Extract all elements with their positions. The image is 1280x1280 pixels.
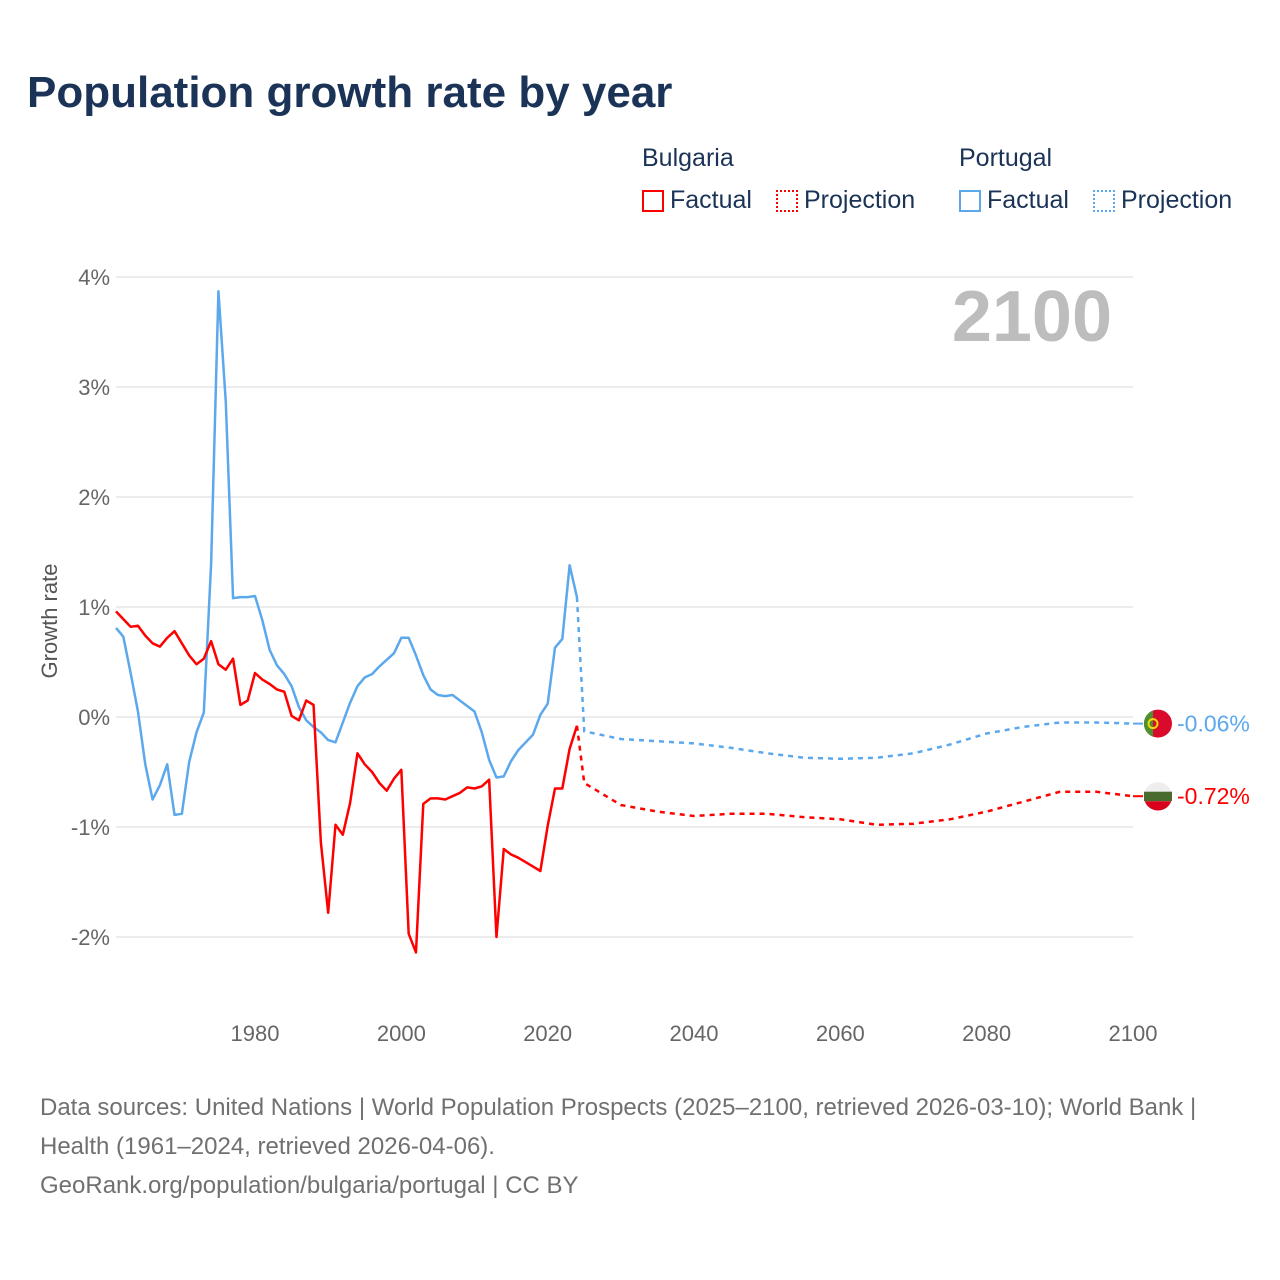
- chart-title: Population growth rate by year: [27, 68, 673, 117]
- x-tick-label: 2060: [816, 1021, 865, 1046]
- legend-label: Projection: [804, 186, 916, 214]
- credit-link[interactable]: GeoRank.org/population/bulgaria/portugal…: [40, 1172, 579, 1199]
- legend-item-portugal-factual[interactable]: Factual: [959, 186, 1069, 215]
- y-axis-label: Growth rate: [37, 563, 62, 679]
- end-value-label: -0.06%: [1177, 711, 1250, 737]
- bulgaria-flag-icon-green: [1144, 791, 1172, 802]
- legend-item-bulgaria-factual[interactable]: Factual: [642, 186, 752, 215]
- x-tick-label: 2000: [377, 1021, 426, 1046]
- legend-group-portugal: Portugal: [959, 144, 1053, 172]
- y-tick-label: 1%: [78, 595, 110, 620]
- bulgaria-flag-icon-red: [1144, 801, 1172, 811]
- x-tick-label: 2080: [962, 1021, 1011, 1046]
- y-tick-label: -1%: [71, 815, 110, 840]
- legend-label: Factual: [670, 186, 752, 214]
- end-value-label: -0.72%: [1177, 783, 1250, 809]
- x-tick-label: 1980: [231, 1021, 280, 1046]
- y-tick-label: -2%: [71, 925, 110, 950]
- legend-swatch-solid-blue: [959, 189, 981, 212]
- y-tick-label: 2%: [78, 485, 110, 510]
- legend-swatch-dotted-red: [776, 189, 798, 212]
- legend-group-bulgaria: Bulgaria: [642, 144, 734, 172]
- legend-item-bulgaria-projection[interactable]: Projection: [776, 186, 915, 215]
- y-tick-label: 3%: [78, 375, 110, 400]
- x-tick-label: 2100: [1109, 1021, 1158, 1046]
- series-bulgaria-projection: [575, 725, 1134, 827]
- x-tick-label: 2040: [670, 1021, 719, 1046]
- y-tick-label: 4%: [78, 265, 110, 290]
- series-bulgaria-factual: [115, 610, 579, 954]
- footer: Data sources: United Nations | World Pop…: [40, 1088, 1240, 1205]
- data-sources: Data sources: United Nations | World Pop…: [40, 1094, 1197, 1160]
- series-portugal-factual: [115, 290, 579, 817]
- current-year-label: 2100: [951, 277, 1112, 357]
- legend-item-portugal-projection[interactable]: Projection: [1093, 186, 1232, 215]
- legend-label: Factual: [987, 186, 1069, 214]
- portugal-flag-icon-emblem: [1147, 718, 1159, 730]
- legend-swatch-dotted-blue: [1093, 189, 1115, 212]
- legend-label: Projection: [1121, 186, 1233, 214]
- series-portugal-projection: [575, 597, 1134, 761]
- y-tick-label: 0%: [78, 705, 110, 730]
- legend-swatch-solid-red: [642, 189, 664, 212]
- x-tick-label: 2020: [523, 1021, 572, 1046]
